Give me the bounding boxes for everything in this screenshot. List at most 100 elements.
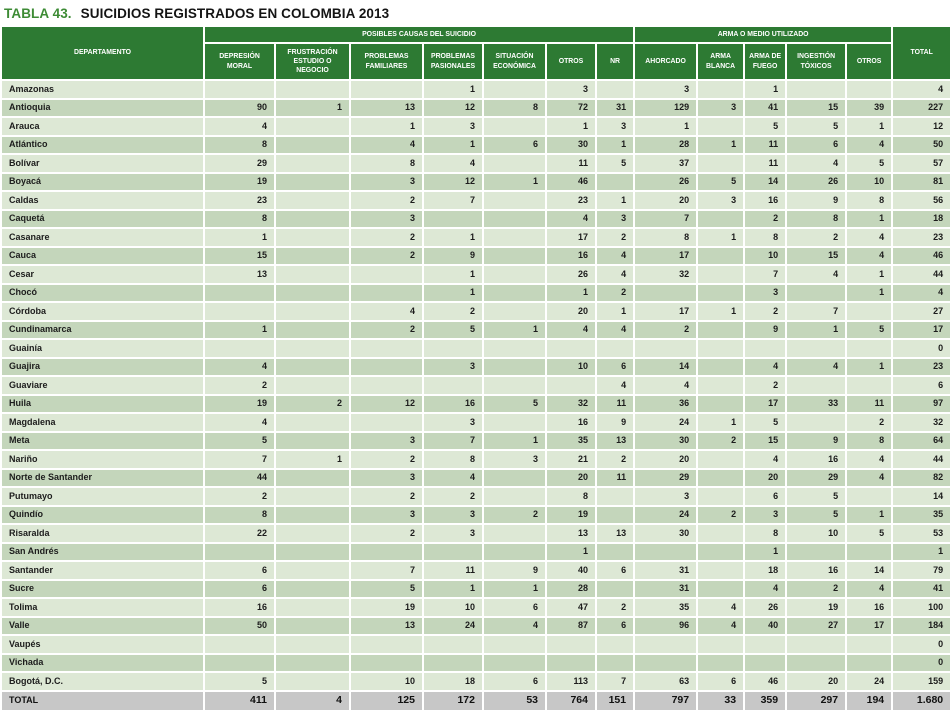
cell-col-3 (424, 636, 482, 653)
cell-col-10: 2 (787, 229, 846, 246)
cell-col-2: 13 (351, 99, 422, 116)
cell-col-7: 17 (635, 303, 697, 320)
cell-col-7: 24 (635, 414, 697, 431)
column-header-6: NR (597, 44, 634, 79)
row-department: Bogotá, D.C. (2, 673, 203, 690)
cell-col-7 (635, 340, 697, 357)
cell-col-11 (847, 543, 892, 560)
cell-col-5: 4 (547, 210, 595, 227)
row-total: 12 (893, 118, 951, 135)
cell-col-0 (205, 543, 274, 560)
row-total: 4 (893, 284, 951, 301)
row-total: 79 (893, 562, 951, 579)
cell-col-1 (276, 506, 349, 523)
cell-col-5: 23 (547, 192, 595, 209)
cell-col-7 (635, 543, 697, 560)
cell-col-0: 15 (205, 247, 274, 264)
cell-col-4 (484, 654, 545, 671)
cell-col-1 (276, 229, 349, 246)
cell-col-2: 1 (351, 118, 422, 135)
cell-col-4: 4 (484, 617, 545, 634)
cell-col-2: 3 (351, 506, 422, 523)
cell-col-2: 2 (351, 525, 422, 542)
row-department: Casanare (2, 229, 203, 246)
cell-col-2: 2 (351, 321, 422, 338)
cell-col-1 (276, 654, 349, 671)
cell-col-9 (745, 340, 786, 357)
cell-col-4 (484, 210, 545, 227)
table-row-15: Guajira 4 3 10 6 14 4 4 1 23 (2, 358, 951, 375)
cell-col-1 (276, 266, 349, 283)
cell-col-7: 7 (635, 210, 697, 227)
cell-col-0: 90 (205, 99, 274, 116)
cell-col-5: 87 (547, 617, 595, 634)
group-header-0: POSIBLES CAUSAS DEL SUICIDIO (205, 27, 634, 42)
cell-col-7: 20 (635, 451, 697, 468)
cell-col-7: 20 (635, 192, 697, 209)
row-department: Meta (2, 432, 203, 449)
cell-col-8 (698, 654, 744, 671)
cell-col-5: 35 (547, 432, 595, 449)
cell-col-9: 3 (745, 284, 786, 301)
table-row-19: Meta 5 3 7 1 35 13 30 2 15 9 8 64 (2, 432, 951, 449)
cell-col-6 (597, 81, 634, 98)
cell-col-3 (424, 340, 482, 357)
cell-col-7: 797 (635, 691, 697, 710)
row-total: 0 (893, 340, 951, 357)
cell-col-2: 10 (351, 673, 422, 690)
row-total: 17 (893, 321, 951, 338)
row-total: 46 (893, 247, 951, 264)
row-total: 23 (893, 229, 951, 246)
group-header-row: DEPARTAMENTO POSIBLES CAUSAS DEL SUICIDI… (2, 27, 951, 79)
cell-col-1 (276, 617, 349, 634)
cell-col-4: 8 (484, 99, 545, 116)
cell-col-6 (597, 636, 634, 653)
cell-col-10: 2 (787, 580, 846, 597)
row-department: Caquetá (2, 210, 203, 227)
cell-col-11: 1 (847, 284, 892, 301)
table-row-23: Quindío 8 3 3 2 19 24 2 3 5 1 35 (2, 506, 951, 523)
cell-col-0: 23 (205, 192, 274, 209)
cell-col-3: 172 (424, 691, 482, 710)
cell-col-2 (351, 81, 422, 98)
cell-col-7: 3 (635, 488, 697, 505)
row-department: San Andrés (2, 543, 203, 560)
cell-col-1 (276, 673, 349, 690)
row-department: Guainía (2, 340, 203, 357)
cell-col-7: 3 (635, 81, 697, 98)
cell-col-5: 113 (547, 673, 595, 690)
cell-col-1 (276, 81, 349, 98)
cell-col-9: 4 (745, 358, 786, 375)
cell-col-2 (351, 284, 422, 301)
cell-col-11: 4 (847, 580, 892, 597)
cell-col-5: 8 (547, 488, 595, 505)
cell-col-8: 1 (698, 414, 744, 431)
cell-col-2: 3 (351, 469, 422, 486)
cell-col-4 (484, 525, 545, 542)
cell-col-6: 13 (597, 525, 634, 542)
cell-col-10 (787, 636, 846, 653)
cell-col-8: 5 (698, 173, 744, 190)
cell-col-4 (484, 469, 545, 486)
cell-col-7: 31 (635, 562, 697, 579)
cell-col-3: 7 (424, 192, 482, 209)
cell-col-8: 4 (698, 617, 744, 634)
cell-col-0: 22 (205, 525, 274, 542)
cell-col-1 (276, 469, 349, 486)
column-header-7: AHORCADO (635, 44, 697, 79)
cell-col-4 (484, 414, 545, 431)
cell-col-0: 8 (205, 210, 274, 227)
cell-col-7: 2 (635, 321, 697, 338)
cell-col-9: 5 (745, 414, 786, 431)
cell-col-1 (276, 284, 349, 301)
row-total: 14 (893, 488, 951, 505)
cell-col-9: 2 (745, 303, 786, 320)
cell-col-0 (205, 340, 274, 357)
row-department: Santander (2, 562, 203, 579)
cell-col-7: 35 (635, 599, 697, 616)
cell-col-1 (276, 525, 349, 542)
row-department: Antioquia (2, 99, 203, 116)
cell-col-6: 6 (597, 358, 634, 375)
cell-col-9: 46 (745, 673, 786, 690)
cell-col-8 (698, 266, 744, 283)
